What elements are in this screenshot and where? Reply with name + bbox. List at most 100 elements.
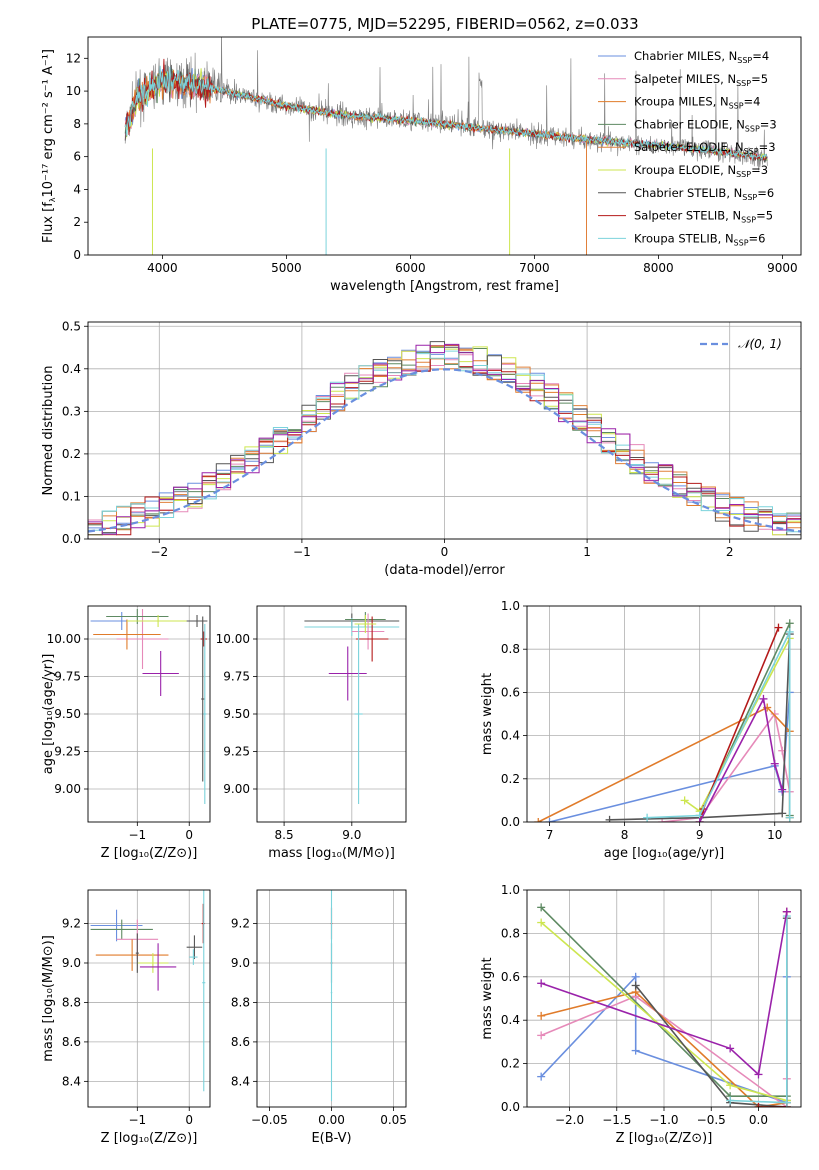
x-tick-label: 8.5 [275,828,294,842]
y-tick-label: 8.6 [231,1035,250,1049]
weight-point-marker-cs [778,809,787,818]
y-tick-label: 0.6 [501,685,520,699]
age-weight-panel: 7 8 9 10 0.0 0.2 0.4 0.6 0.8 1.0 age [log₁₀(age/yr… [480,599,802,861]
y-tick-label: 8.4 [231,1074,250,1088]
y-tick-label: 10.00 [47,632,81,646]
y-tick-label: 6 [73,150,81,164]
y-tick-label: 0.8 [501,926,520,940]
y-tick-label: 0.0 [501,1100,520,1114]
spectrum-panel: 4000 5000 6000 7000 8000 9000 0 2 4 6 8 10 12 wavelen… [41,36,802,294]
weight-point-marker-purple [537,979,546,988]
z-age-panel: −1 0 9.00 9.25 9.50 9.75 10.00 Z [log₁₀(Z/Z⊙)] a… [41,605,211,861]
legend-label: Kroupa ELODIE, NSSP=3 [634,163,768,179]
legend-label: Salpeter MILES, NSSP=5 [634,72,768,88]
y-tick-label: 12 [66,51,81,65]
y-tick-label: 0.4 [62,362,81,376]
normal-distribution-curve [88,368,801,533]
y-tick-label: 9.2 [62,917,81,931]
y-tick-label: 10 [66,84,81,98]
weight-series-line-ks [647,631,791,819]
legend-label: Chabrier MILES, NSSP=4 [634,49,769,65]
z-weight-panel: −2.0 −1.5 −1.0 −0.5 0.0 0.0 0.2 0.4 0.6 0.8 1.0 Z [… [480,883,802,1146]
weight-point-marker-purple [754,1070,763,1079]
weight-point-marker-ke [680,796,689,805]
weight-point-marker-ce [537,903,546,912]
y-tick-label: 4 [73,182,81,196]
legend-label: Chabrier STELIB, NSSP=6 [634,186,774,202]
weight-series-line-sm [662,712,791,822]
weight-series-line-cs [609,634,791,821]
weight-point-marker-cs [605,815,614,822]
weight-point-marker-ks [726,1096,735,1105]
x-tick-label: −1 [293,545,311,559]
y-tick-label: 0.1 [62,489,81,503]
x-tick-label: 8000 [643,261,674,275]
y-tick-label: 0.5 [62,319,81,333]
residual-histogram-purple [88,343,801,539]
y-tick-label: 2 [73,215,81,229]
weight-point-marker-cs [631,981,640,990]
legend-label: Kroupa STELIB, NSSP=6 [634,231,765,247]
model-spectrum-line-se [124,73,587,255]
x-tick-label: 7 [546,828,554,842]
x-tick-label: −0.05 [251,1113,288,1127]
y-tick-label: 9.50 [54,707,81,721]
residuals-panel: −2 −1 0 1 2 0.0 0.1 0.2 0.3 0.4 0.5 (data-model)/er… [41,319,802,578]
plot-area [124,37,768,255]
ebv-mass-panel: −0.05 0.00 0.05 8.4 8.6 8.8 9.0 9.2 E(B-V) [231,889,407,1146]
plot-area [537,903,791,1107]
x-axis-label: age [log₁₀(age/yr)] [604,846,725,861]
weight-point-marker-purple [782,907,791,916]
plot-area [330,890,333,1102]
weight-series-line-km [537,706,791,822]
x-tick-label: 0.0 [749,1113,768,1127]
x-axis-label: mass [log₁₀(M/M⊙)] [268,846,395,861]
x-tick-label: 5000 [271,261,302,275]
y-axis-label: age [log₁₀(age/yr)] [41,654,56,775]
y-tick-label: 0.4 [501,1013,520,1027]
x-axis-label: (data-model)/error [384,563,505,578]
y-tick-label: 0.2 [501,772,520,786]
y-tick-label: 9.2 [231,917,250,931]
weight-point-marker-ks [782,1098,791,1107]
model-spectrum-line-ks [124,65,768,160]
figure-title: PLATE=0775, MJD=52295, FIBERID=0562, z=0… [251,15,638,33]
weight-series-line-ss [758,911,788,1107]
y-tick-label: 9.0 [62,956,81,970]
y-axis-label: mass weight [480,673,495,755]
x-tick-label: 4000 [147,261,178,275]
y-axis-label: mass weight [480,957,495,1039]
x-tick-label: −1 [128,828,146,842]
weight-point-marker-sm [770,710,779,718]
y-tick-label: 0.3 [62,404,81,418]
x-tick-label: −2 [150,545,168,559]
weight-point-marker-ss [754,1103,763,1107]
weight-point-marker-km [537,1011,546,1020]
weight-point-marker-purple [759,694,768,703]
weight-point-marker-ce [785,619,794,628]
y-tick-label: 9.50 [223,707,250,721]
x-axis-label: Z [log₁₀(Z/Z⊙)] [101,1131,198,1146]
weight-point-marker-cm [537,1072,546,1081]
x-axis-label: Z [log₁₀(Z/Z⊙)] [101,846,198,861]
weight-point-marker-cm [631,972,640,981]
plot-area [534,619,794,822]
x-axis-label: wavelength [Angstrom, rest frame] [330,279,559,294]
x-tick-label: 7000 [519,261,550,275]
axes-frame [526,605,802,823]
y-tick-label: 0.4 [501,729,520,743]
legend-label: Salpeter STELIB, NSSP=5 [634,209,773,225]
y-tick-label: 9.75 [223,670,250,684]
y-tick-label: 8.8 [231,995,250,1009]
legend-label: Chabrier ELODIE, NSSP=3 [634,117,777,133]
x-tick-label: 0.00 [318,1113,345,1127]
y-tick-label: 1.0 [501,883,520,897]
y-tick-label: 9.00 [223,782,250,796]
x-axis-label: Z [log₁₀(Z/Z⊙)] [616,1131,713,1146]
weight-point-marker-purple [695,818,704,822]
x-tick-label: 9000 [767,261,798,275]
x-tick-label: 2 [726,545,734,559]
weight-point-marker-purple [726,1044,735,1053]
y-tick-label: 9.25 [223,745,250,759]
